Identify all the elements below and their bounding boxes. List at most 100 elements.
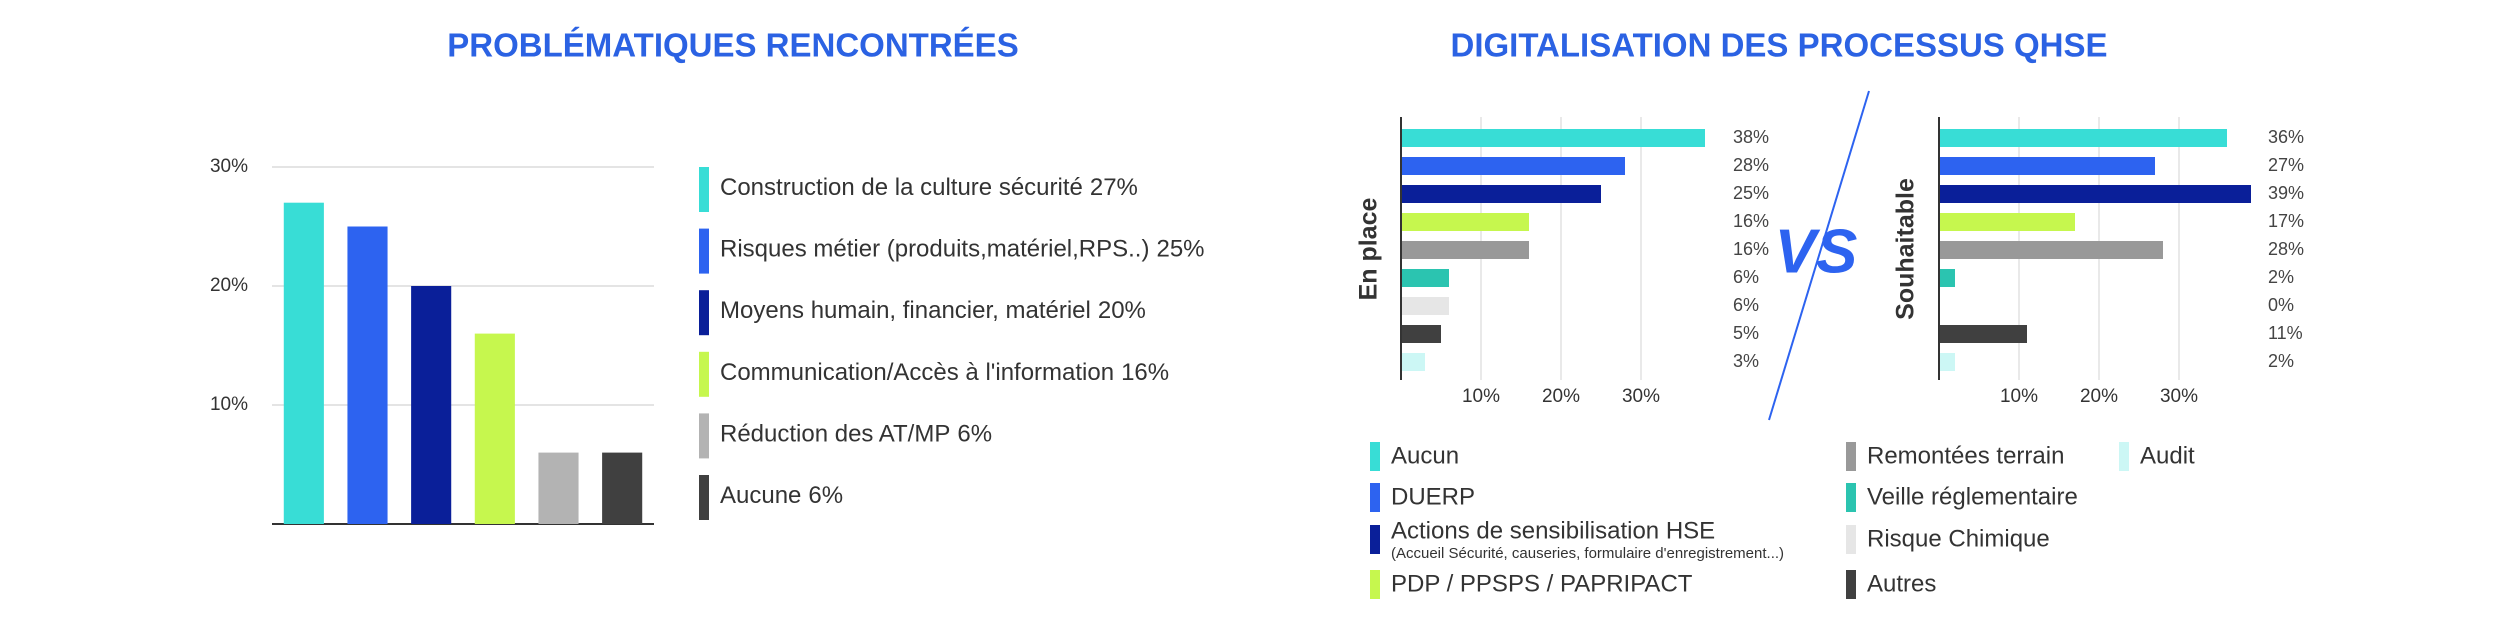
legend-swatch <box>2119 442 2129 471</box>
legend-label: PDP / PPSPS / PAPRIPACT <box>1391 570 1693 597</box>
legend-swatch <box>699 228 709 274</box>
bar <box>1401 129 1705 147</box>
legend-category: Construction de la culture sécurité <box>720 174 1083 201</box>
bar <box>1939 213 2075 231</box>
legend-swatch <box>699 475 709 520</box>
legend-label: Communication/Accès à l'information 16% <box>720 359 1169 386</box>
x-tick-label: 30% <box>2160 386 2198 407</box>
x-tick-label: 20% <box>2080 386 2118 407</box>
y-axis-label: Souhaitable <box>1892 178 1920 320</box>
x-tick-label: 10% <box>2000 386 2038 407</box>
x-tick-label: 10% <box>1462 386 1500 407</box>
bar <box>347 226 388 524</box>
legend-label: Audit <box>2140 442 2195 469</box>
bar <box>283 202 324 524</box>
value-label: 36% <box>2268 127 2304 147</box>
bar <box>1939 353 1955 371</box>
legend-swatch <box>699 167 709 212</box>
legend-label: Moyens humain, financier, matériel 20% <box>720 298 1146 325</box>
legend-label: Réduction des AT/MP 6% <box>720 421 992 448</box>
legend-category: Moyens humain, financier, matériel <box>720 298 1091 325</box>
legend-swatch <box>1846 442 1856 471</box>
bar <box>1939 185 2251 203</box>
vs-divider <box>1768 90 1870 421</box>
legend-category: Communication/Accès à l'information <box>720 359 1114 386</box>
legend-swatch <box>1370 442 1380 471</box>
value-label: 2% <box>2268 267 2294 287</box>
bar <box>1401 269 1449 287</box>
y-tick-label: 10% <box>210 394 248 415</box>
bar <box>1401 241 1529 259</box>
value-label: 39% <box>2268 183 2304 203</box>
legend-swatch <box>1846 525 1856 554</box>
value-label: 16% <box>1733 211 1769 231</box>
legend-label: Remontées terrain <box>1867 442 2064 469</box>
legend-category: Réduction des AT/MP <box>720 421 950 448</box>
value-label: 2% <box>2268 351 2294 371</box>
bar <box>474 333 515 524</box>
bar <box>1401 353 1425 371</box>
legend-value: 16% <box>1121 359 1169 386</box>
chart-title: PROBLÉMATIQUES RENCONTRÉES <box>447 27 1018 64</box>
legend-value: 6% <box>957 421 992 448</box>
legend-category: Risques métier (produits,matériel,RPS..) <box>720 236 1149 263</box>
bar <box>411 286 452 524</box>
bar <box>1401 325 1441 343</box>
value-label: 6% <box>1733 267 1759 287</box>
legend-label: DUERP <box>1391 483 1475 510</box>
bar <box>1401 213 1529 231</box>
value-label: 25% <box>1733 183 1769 203</box>
bar <box>1939 325 2027 343</box>
legend-label: Construction de la culture sécurité 27% <box>720 174 1138 201</box>
bar <box>1401 185 1601 203</box>
legend-label: Veille réglementaire <box>1867 483 2078 510</box>
bar <box>1401 297 1449 315</box>
value-label: 6% <box>1733 295 1759 315</box>
value-label: 3% <box>1733 351 1759 371</box>
legend-label: Risques métier (produits,matériel,RPS..)… <box>720 236 1205 263</box>
legend-swatch <box>1370 570 1380 599</box>
legend-value: 20% <box>1098 298 1146 325</box>
bar <box>538 452 579 524</box>
value-label: 16% <box>1733 239 1769 259</box>
legend-swatch <box>699 351 709 397</box>
value-label: 28% <box>1733 155 1769 175</box>
legend-swatch <box>1846 483 1856 512</box>
bar <box>1939 241 2163 259</box>
legend-value: 25% <box>1156 236 1204 263</box>
legend-note: (Accueil Sécurité, causeries, formulaire… <box>1391 545 1784 562</box>
legend-swatch <box>699 413 709 459</box>
value-label: 27% <box>2268 155 2304 175</box>
legend-swatch <box>1846 570 1856 599</box>
y-tick-label: 30% <box>210 156 248 177</box>
value-label: 11% <box>2268 323 2303 343</box>
legend-swatch <box>699 290 709 336</box>
chart-title: DIGITALISATION DES PROCESSUS QHSE <box>1450 27 2107 64</box>
bar <box>1939 157 2155 175</box>
bar <box>1939 269 1955 287</box>
legend-value: 27% <box>1090 174 1138 201</box>
legend-swatch <box>1370 483 1380 512</box>
vs-label: VS <box>1775 217 1858 286</box>
legend-value: 6% <box>808 482 843 509</box>
legend-swatch <box>1370 525 1380 554</box>
value-label: 5% <box>1733 323 1759 343</box>
legend-label: Actions de sensibilisation HSE <box>1391 517 1715 544</box>
legend-label: Autres <box>1867 570 1936 597</box>
legend-label: Aucun <box>1391 442 1459 469</box>
bar <box>602 452 643 524</box>
y-axis-label: En place <box>1355 197 1383 300</box>
legend-label: Risque Chimique <box>1867 525 2050 552</box>
legend-category: Aucune <box>720 482 801 509</box>
x-tick-label: 30% <box>1622 386 1660 407</box>
value-label: 28% <box>2268 239 2304 259</box>
bar <box>1939 129 2227 147</box>
legend-label: Aucune 6% <box>720 482 843 509</box>
x-tick-label: 20% <box>1542 386 1580 407</box>
value-label: 38% <box>1733 127 1769 147</box>
bar <box>1401 157 1625 175</box>
y-tick-label: 20% <box>210 275 248 296</box>
value-label: 17% <box>2268 211 2304 231</box>
value-label: 0% <box>2268 295 2294 315</box>
